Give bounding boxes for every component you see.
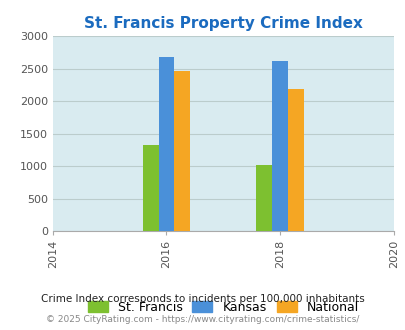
Bar bbox=[256, 165, 271, 231]
Bar bbox=[174, 71, 190, 231]
Title: St. Francis Property Crime Index: St. Francis Property Crime Index bbox=[84, 16, 362, 31]
Bar bbox=[158, 57, 174, 231]
Bar bbox=[271, 61, 288, 231]
Text: Crime Index corresponds to incidents per 100,000 inhabitants: Crime Index corresponds to incidents per… bbox=[41, 294, 364, 304]
Bar bbox=[288, 89, 303, 231]
Bar bbox=[142, 145, 158, 231]
Legend: St. Francis, Kansas, National: St. Francis, Kansas, National bbox=[82, 296, 363, 319]
Text: © 2025 CityRating.com - https://www.cityrating.com/crime-statistics/: © 2025 CityRating.com - https://www.city… bbox=[46, 315, 359, 324]
